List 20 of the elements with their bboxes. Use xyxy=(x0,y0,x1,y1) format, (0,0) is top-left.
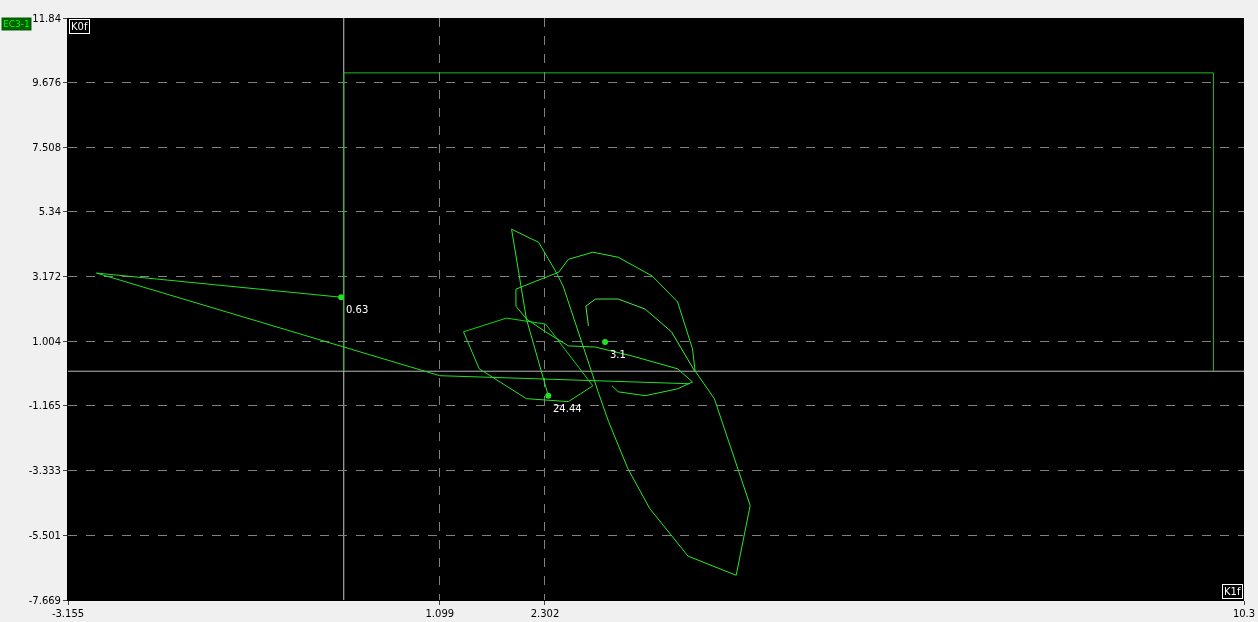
annotation: K1f xyxy=(1224,586,1241,597)
annotation: 24.44 xyxy=(553,403,582,414)
annotation: 0.63 xyxy=(346,304,369,315)
y-tick-label: 11.84 xyxy=(32,12,61,24)
x-tick-label: 2.302 xyxy=(530,608,560,619)
y-tick-label: -5.501 xyxy=(28,529,61,541)
y-tick-label: 7.508 xyxy=(32,141,61,153)
annotation: 3.1 xyxy=(610,349,626,360)
y-tick-label: -7.669 xyxy=(28,594,61,606)
y-tick-label: 1.004 xyxy=(32,335,61,347)
y-tick-label: -1.165 xyxy=(28,400,61,412)
x-tick-label: 1.099 xyxy=(425,608,455,619)
text: EC3-1 xyxy=(3,19,30,29)
x-tick-label: -3.155 xyxy=(51,608,85,619)
annotation: K0f xyxy=(71,21,88,32)
x-tick-label: 10.3 xyxy=(1232,608,1256,619)
y-tick-label: 3.172 xyxy=(32,271,61,283)
y-tick-label: 5.34 xyxy=(38,206,61,218)
y-tick-label: -3.333 xyxy=(28,465,61,477)
y-tick-label: 9.676 xyxy=(32,77,61,89)
